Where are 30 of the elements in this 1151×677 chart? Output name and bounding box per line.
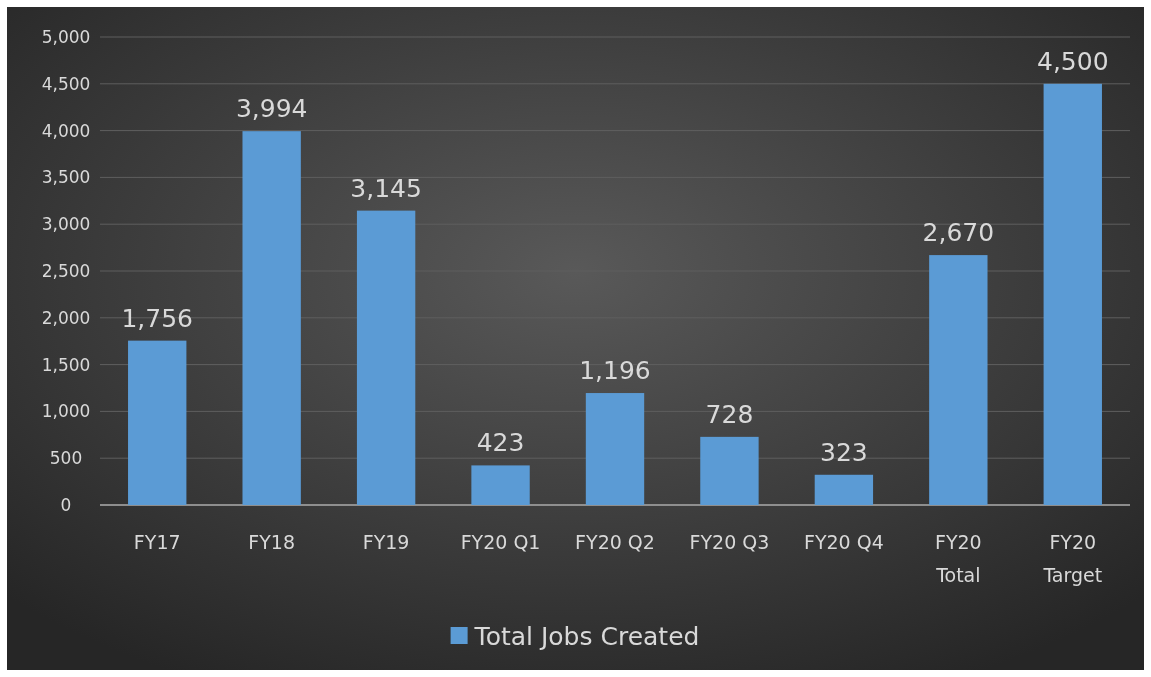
y-tick-label: 1,500: [41, 354, 91, 375]
data-label: 1,756: [121, 303, 194, 333]
y-tick-label: 3,000: [41, 214, 91, 235]
y-tick-label: 5,000: [41, 26, 91, 47]
data-label: 4,500: [1036, 46, 1109, 76]
data-label: 3,145: [350, 173, 422, 203]
y-tick-label: 0: [60, 494, 72, 515]
x-tick-label: FY20 Q1: [460, 531, 541, 553]
y-tick-label: 2,500: [41, 260, 91, 281]
legend-label: Total Jobs Created: [473, 622, 700, 651]
x-tick-label: FY20 Total: [934, 531, 982, 586]
y-tick-label: 4,500: [41, 73, 91, 94]
y-tick-label: 3,500: [41, 167, 91, 188]
y-tick-label: 500: [49, 448, 83, 469]
y-tick-label: 4,000: [41, 120, 91, 141]
data-label: 1,196: [579, 356, 651, 386]
x-tick-label: FY20 Q2: [575, 531, 655, 553]
data-label: 728: [705, 399, 754, 429]
y-tick-label: 2,000: [41, 307, 91, 328]
data-label: 423: [476, 428, 525, 458]
data-label: 3,994: [235, 94, 308, 124]
x-tick-label: FY20 Target: [1042, 531, 1103, 586]
x-tick-label: FY20 Q4: [803, 531, 884, 553]
x-tick-label: FY19: [362, 531, 410, 553]
data-label: 323: [820, 437, 868, 467]
x-tick-label: FY20 Q3: [689, 531, 770, 553]
x-tick-label: FY18: [248, 531, 296, 553]
y-tick-label: 1,000: [41, 401, 91, 422]
x-tick-label: FY17: [133, 531, 181, 553]
data-label: 2,670: [922, 218, 995, 248]
